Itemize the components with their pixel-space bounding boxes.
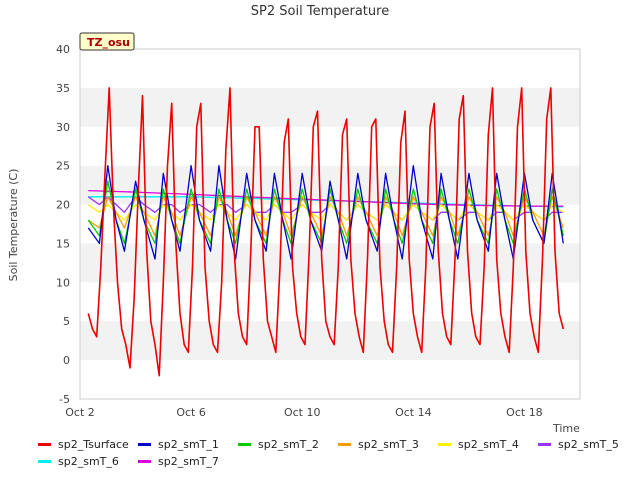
legend-row-1: sp2_Tsurface sp2_smT_1 sp2_smT_2 sp2_smT… bbox=[38, 436, 638, 453]
legend-item-tsurface[interactable]: sp2_Tsurface bbox=[38, 438, 138, 451]
x-axis-label: Time bbox=[552, 422, 580, 435]
grid-band bbox=[80, 126, 580, 166]
legend-item-smt7[interactable]: sp2_smT_7 bbox=[138, 455, 238, 468]
y-tick-label: 30 bbox=[56, 121, 70, 134]
legend-item-smt1[interactable]: sp2_smT_1 bbox=[138, 438, 238, 451]
grid-band bbox=[80, 87, 580, 127]
x-tick-label: Oct 18 bbox=[506, 406, 543, 419]
legend-swatch bbox=[538, 443, 551, 446]
grid-band bbox=[80, 360, 580, 399]
x-tick-label: Oct 6 bbox=[176, 406, 206, 419]
legend-row-2: sp2_smT_6 sp2_smT_7 bbox=[38, 453, 638, 470]
legend-item-smt2[interactable]: sp2_smT_2 bbox=[238, 438, 338, 451]
annotation-box: TZ_osu bbox=[79, 32, 135, 51]
legend-swatch bbox=[138, 443, 151, 446]
y-ticks: -5 0 5 10 15 20 25 30 35 40 bbox=[56, 43, 70, 406]
series-lines bbox=[87, 87, 565, 377]
chart-title: SP2 Soil Temperature bbox=[251, 4, 389, 19]
legend-swatch bbox=[138, 460, 151, 463]
y-tick-label: 15 bbox=[56, 237, 70, 250]
legend-label: sp2_smT_2 bbox=[258, 438, 319, 451]
legend-label: sp2_smT_1 bbox=[158, 438, 219, 451]
annotation-text: TZ_osu bbox=[87, 36, 130, 49]
y-tick-label: 20 bbox=[56, 199, 70, 212]
legend-label: sp2_smT_7 bbox=[158, 455, 219, 468]
x-tick-label: Oct 10 bbox=[284, 406, 321, 419]
legend-item-smt5[interactable]: sp2_smT_5 bbox=[538, 438, 638, 451]
legend-label: sp2_Tsurface bbox=[58, 438, 129, 451]
series-line-sp2_Tsurface bbox=[87, 87, 565, 377]
y-tick-label: 40 bbox=[56, 43, 70, 56]
y-axis-label: Soil Temperature (C) bbox=[7, 169, 20, 282]
y-tick-label: -5 bbox=[59, 393, 70, 406]
grid-band bbox=[80, 243, 580, 283]
legend-swatch bbox=[338, 443, 351, 446]
y-tick-label: 25 bbox=[56, 160, 70, 173]
legend-swatch bbox=[238, 443, 251, 446]
y-tick-label: 0 bbox=[63, 354, 70, 367]
series-line-sp2_smT_1 bbox=[87, 165, 564, 260]
grid-band bbox=[80, 282, 580, 322]
annotation-background bbox=[79, 32, 135, 51]
legend-swatch bbox=[38, 443, 51, 446]
legend-swatch bbox=[438, 443, 451, 446]
plot-frame bbox=[79, 48, 581, 400]
grid-band bbox=[80, 321, 580, 361]
legend-label: sp2_smT_5 bbox=[558, 438, 619, 451]
y-tick-label: 10 bbox=[56, 276, 70, 289]
x-tick-label: Oct 14 bbox=[395, 406, 432, 419]
grid-band bbox=[80, 49, 580, 88]
grid-band bbox=[80, 204, 580, 244]
legend-item-smt3[interactable]: sp2_smT_3 bbox=[338, 438, 438, 451]
legend-swatch bbox=[38, 460, 51, 463]
legend: sp2_Tsurface sp2_smT_1 sp2_smT_2 sp2_smT… bbox=[38, 436, 638, 470]
legend-item-smt4[interactable]: sp2_smT_4 bbox=[438, 438, 538, 451]
legend-item-smt6[interactable]: sp2_smT_6 bbox=[38, 455, 138, 468]
y-tick-label: 5 bbox=[63, 315, 70, 328]
legend-label: sp2_smT_6 bbox=[58, 455, 119, 468]
legend-label: sp2_smT_4 bbox=[458, 438, 519, 451]
x-tick-label: Oct 2 bbox=[65, 406, 95, 419]
y-tick-label: 35 bbox=[56, 82, 70, 95]
x-ticks: Oct 2 Oct 6 Oct 10 Oct 14 Oct 18 bbox=[65, 406, 542, 419]
legend-label: sp2_smT_3 bbox=[358, 438, 419, 451]
